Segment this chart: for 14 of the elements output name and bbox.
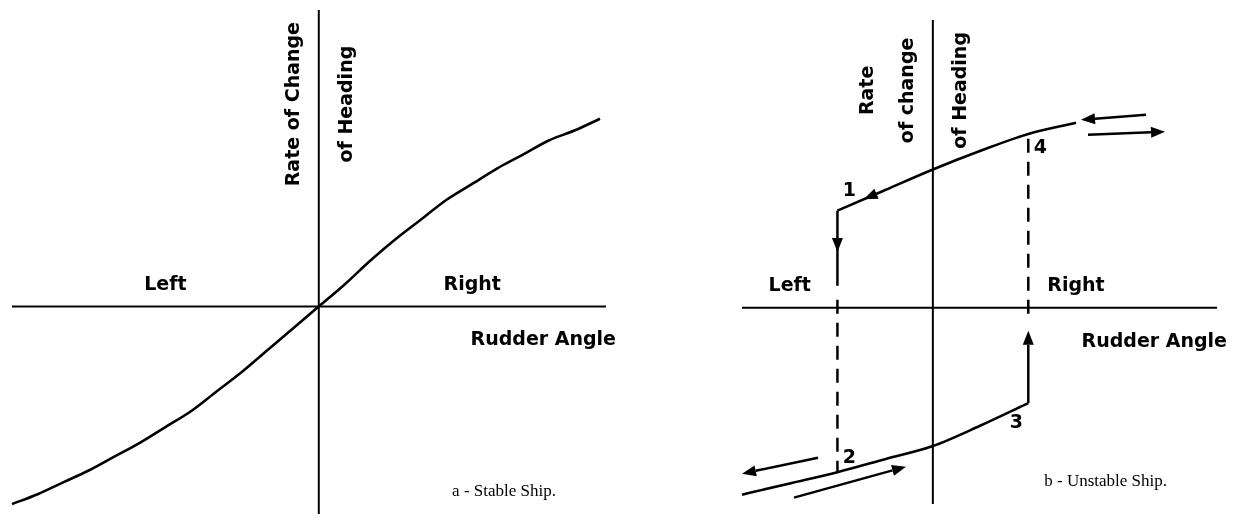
x-axis-title: Rudder Angle — [470, 327, 616, 350]
annotation: b - Unstable Ship. — [1044, 471, 1167, 491]
x-tick-label: Right — [1047, 273, 1105, 296]
x-tick-label: Left — [144, 271, 187, 294]
annotation: 3 — [1009, 410, 1023, 433]
x-tick-label: Right — [443, 271, 501, 294]
annotation: a - Stable Ship. — [452, 481, 556, 501]
text: Rate of Change of Heading — [280, 22, 356, 187]
annotation: 2 — [842, 445, 857, 468]
annotation: 1 — [842, 177, 857, 200]
annotation: 4 — [1033, 134, 1047, 157]
text: Rate of change of Heading — [854, 31, 970, 149]
x-tick-label: Left — [768, 273, 811, 296]
x-axis-title: Rudder Angle — [1081, 328, 1227, 351]
